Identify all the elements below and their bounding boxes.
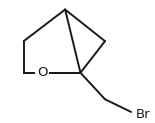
Text: Br: Br	[136, 108, 150, 121]
Text: O: O	[37, 66, 47, 79]
